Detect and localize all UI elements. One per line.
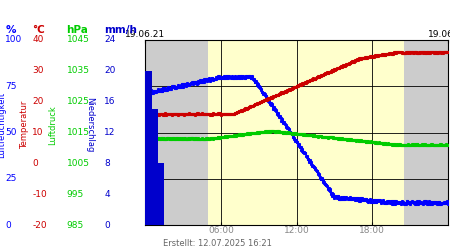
Text: Temperatur: Temperatur [20,101,29,149]
Text: 1035: 1035 [67,66,90,75]
Text: 0: 0 [5,220,11,230]
Text: %: % [5,25,16,35]
Bar [208,40,404,225]
Bar [159,163,160,225]
Text: 10: 10 [32,128,44,137]
Bar [150,71,151,225]
Bar [157,110,158,225]
Bar [163,163,164,225]
Bar [154,110,155,225]
Bar [160,163,161,225]
Bar [147,71,148,225]
Text: 1045: 1045 [67,36,90,44]
Text: 4: 4 [104,190,110,199]
Bar [162,163,163,225]
Bar [156,110,157,225]
Bar [159,163,161,225]
Bar [152,110,153,225]
Bar [146,71,148,225]
Bar [148,71,149,225]
Text: mm/h: mm/h [104,25,137,35]
Text: 0: 0 [104,220,110,230]
Text: Erstellt: 12.07.2025 16:21: Erstellt: 12.07.2025 16:21 [163,238,272,248]
Text: 20: 20 [104,66,116,75]
Text: 12: 12 [104,128,116,137]
Bar [162,163,164,225]
Text: 1005: 1005 [67,159,90,168]
Text: °C: °C [32,25,45,35]
Text: 1015: 1015 [67,128,90,137]
Text: 995: 995 [67,190,84,199]
Bar [145,71,146,225]
Text: hPa: hPa [67,25,89,35]
Bar [148,71,149,225]
Text: -20: -20 [32,220,47,230]
Text: 0: 0 [32,159,38,168]
Bar [149,71,151,225]
Bar [162,163,163,225]
Text: Niederschlag: Niederschlag [86,97,94,153]
Bar [149,71,150,225]
Text: Luftfeuchtigkeit: Luftfeuchtigkeit [0,92,6,158]
Bar [145,71,146,225]
Text: 985: 985 [67,220,84,230]
Text: 30: 30 [32,66,44,75]
Bar [161,163,162,225]
Bar [158,163,159,225]
Bar [152,110,153,225]
Text: 75: 75 [5,82,17,91]
Text: 50: 50 [5,128,17,137]
Bar [156,110,157,225]
Bar [154,110,155,225]
Text: 8: 8 [104,159,110,168]
Text: 20: 20 [32,97,44,106]
Text: 25: 25 [5,174,17,183]
Text: 100: 100 [5,36,22,44]
Bar [161,163,162,225]
Text: 40: 40 [32,36,44,44]
Bar [153,110,154,225]
Bar [158,163,160,225]
Bar [155,110,156,225]
Text: 16: 16 [104,97,116,106]
Text: 1025: 1025 [67,97,90,106]
Text: Luftdruck: Luftdruck [49,105,58,145]
Text: 24: 24 [104,36,116,44]
Bar [151,71,152,225]
Bar [153,110,154,225]
Bar [155,110,157,225]
Bar [146,71,147,225]
Text: -10: -10 [32,190,47,199]
Bar [151,110,152,225]
